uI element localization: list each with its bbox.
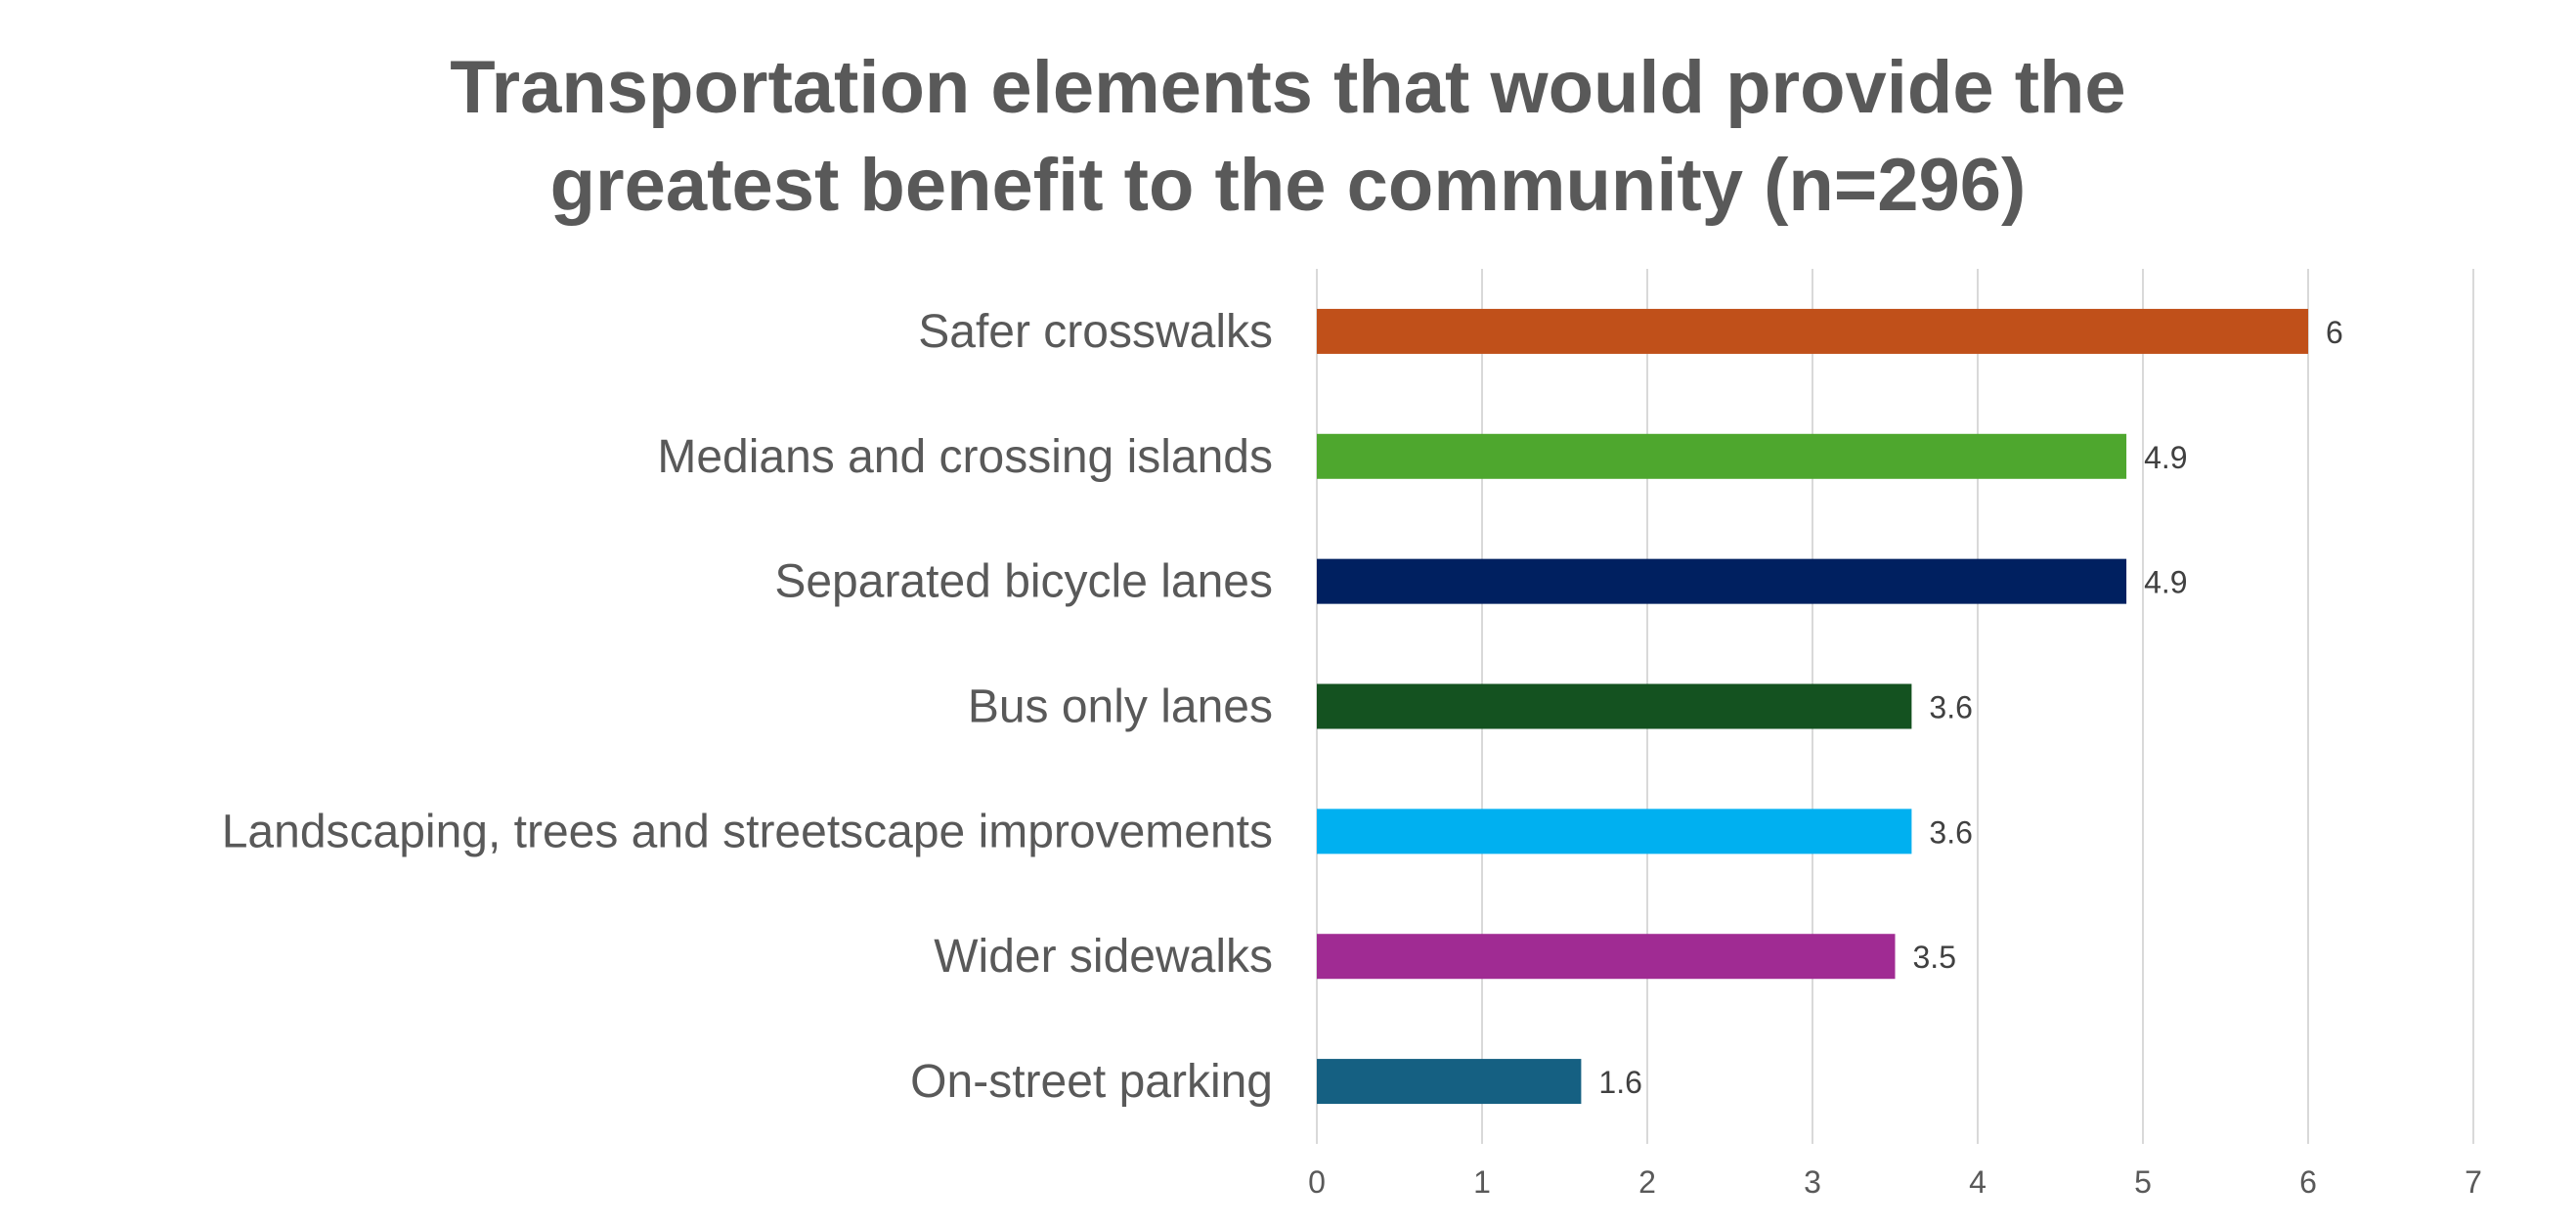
data-label: 1.6	[1598, 1065, 1641, 1100]
chart-title-line-1: Transportation elements that would provi…	[450, 46, 2126, 129]
data-label: 3.5	[1913, 940, 1956, 975]
x-tick-label: 4	[1969, 1164, 1987, 1200]
category-label: Landscaping, trees and streetscape impro…	[222, 806, 1273, 857]
data-label: 4.9	[2144, 565, 2187, 600]
data-label: 6	[2326, 315, 2343, 350]
labels: 0 1 2 3 4 5 6 7 Safer crosswalks 6 Medians and cro…	[222, 306, 2482, 1200]
bar	[1317, 308, 2308, 354]
data-label: 4.9	[2144, 440, 2187, 475]
x-tick-label: 2	[1638, 1164, 1656, 1200]
category-label: Wider sidewalks	[934, 931, 1273, 983]
x-tick-label: 1	[1473, 1164, 1491, 1200]
category-label: Bus only lanes	[968, 681, 1273, 733]
bar	[1317, 558, 2127, 604]
chart-title: Transportation elements that would provi…	[0, 39, 2576, 235]
x-tick-label: 7	[2465, 1164, 2482, 1200]
x-tick-label: 0	[1308, 1164, 1326, 1200]
x-tick-label: 6	[2299, 1164, 2317, 1200]
bar	[1317, 934, 1896, 980]
bars	[1317, 308, 2308, 1105]
bar	[1317, 1059, 1582, 1105]
bar	[1317, 809, 1912, 855]
x-tick-label: 3	[1804, 1164, 1821, 1200]
x-tick-label: 5	[2134, 1164, 2152, 1200]
category-label: On-street parking	[910, 1056, 1273, 1108]
bar	[1317, 683, 1912, 729]
category-label: Medians and crossing islands	[657, 431, 1273, 483]
bar	[1317, 433, 2127, 479]
category-label: Separated bicycle lanes	[774, 556, 1273, 608]
category-label: Safer crosswalks	[918, 306, 1273, 358]
data-label: 3.6	[1929, 690, 1972, 725]
data-label: 3.6	[1929, 814, 1972, 850]
chart-title-line-2: greatest benefit to the community (n=296…	[549, 144, 2027, 227]
